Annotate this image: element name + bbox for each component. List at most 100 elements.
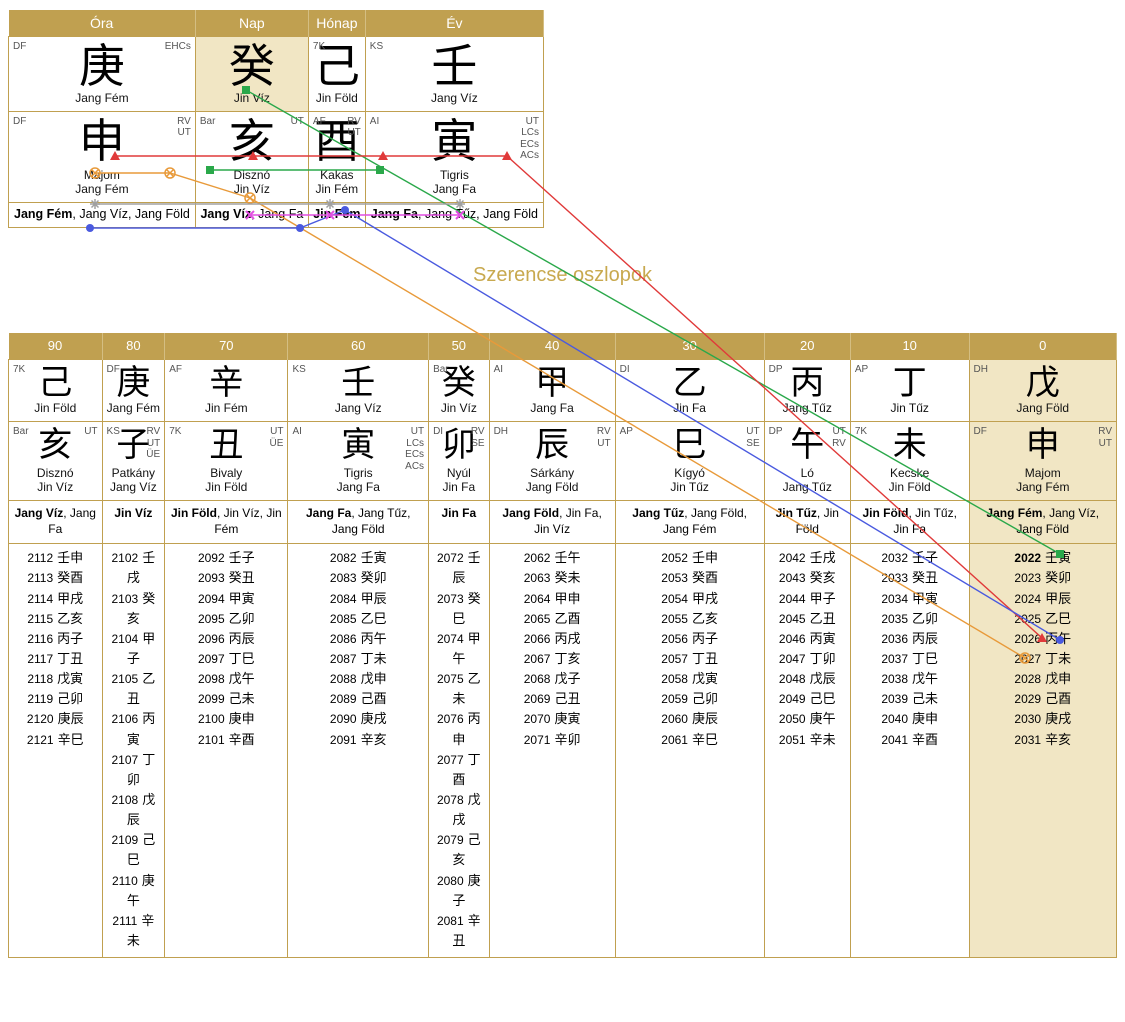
stem-tag-tl: KS [370, 41, 383, 53]
luck-branch-cell: DH RVUT 辰 Sárkány Jang Föld [489, 422, 615, 501]
luck-year-entry: 2107丁卯 [107, 750, 161, 790]
luck-branch-tag-tr: RVSE [471, 426, 485, 449]
luck-stem-name: Jin Tűz [855, 401, 965, 415]
luck-years-cell: 2042壬戌2043癸亥2044甲子2045乙丑2046丙寅2047丁卯2048… [764, 544, 850, 958]
luck-hidden-cell: Jin Fa [429, 500, 490, 543]
luck-year-entry: 2108戊辰 [107, 790, 161, 830]
luck-branch-element: Jin Föld [169, 480, 283, 494]
branch-character: 寅 [370, 118, 539, 166]
luck-stem-tag: DF [107, 364, 120, 376]
luck-year-entry: 2068戊子 [494, 669, 611, 689]
luck-year-entry: 2061辛巳 [620, 730, 760, 750]
luck-branch-character: 丑 [169, 428, 283, 464]
stem-name: Jin Föld [313, 91, 361, 105]
luck-year-entry: 2073癸巳 [433, 589, 485, 629]
pillar-stem-cell: KS 壬 Jang Víz [365, 36, 543, 111]
luck-years-cell: 2112壬申2113癸酉2114甲戌2115乙亥2116丙子2117丁丑2118… [9, 544, 103, 958]
luck-branch-animal: Sárkány [494, 466, 611, 480]
luck-stem-character: 乙 [620, 366, 760, 402]
luck-branch-cell: DI RVSE 卯 Nyúl Jin Fa [429, 422, 490, 501]
luck-year-entry: 2106丙寅 [107, 709, 161, 749]
luck-year-entry: 2050庚午 [769, 709, 846, 729]
pillar-header: Év [365, 10, 543, 36]
luck-year-entry: 2100庚申 [169, 709, 283, 729]
luck-year-entry: 2022壬寅 [974, 548, 1112, 568]
luck-year-entry: 2104甲子 [107, 629, 161, 669]
luck-year-entry: 2040庚申 [855, 709, 965, 729]
branch-element: Jang Fém [13, 182, 191, 196]
luck-stem-cell: DF 庚 Jang Fém [102, 359, 165, 422]
luck-branch-element: Jang Fa [292, 480, 424, 494]
pillar-branches-row: DF RVUT 申 Majom Jang Fém Bar UT 亥 Disznó… [9, 111, 544, 202]
luck-branch-cell: DP UTRV 午 Ló Jang Tűz [764, 422, 850, 501]
luck-year-entry: 2043癸亥 [769, 568, 846, 588]
luck-stem-tag: DH [974, 364, 988, 376]
luck-year-entry: 2084甲辰 [292, 589, 424, 609]
luck-year-entry: 2033癸丑 [855, 568, 965, 588]
luck-year-entry: 2069己丑 [494, 689, 611, 709]
luck-year-entry: 2070庚寅 [494, 709, 611, 729]
luck-branch-cell: DF RVUT 申 Majom Jang Fém [969, 422, 1116, 501]
stem-name: Jang Fém [13, 91, 191, 105]
luck-stem-cell: DI 乙 Jin Fa [615, 359, 764, 422]
luck-year-entry: 2118戊寅 [13, 669, 98, 689]
luck-age-header: 0 [969, 333, 1116, 359]
luck-year-entry: 2120庚辰 [13, 709, 98, 729]
stem-tag-tr: EHCs [165, 41, 191, 53]
luck-year-entry: 2029己酉 [974, 689, 1112, 709]
luck-year-entry: 2056丙子 [620, 629, 760, 649]
luck-year-entry: 2102壬戌 [107, 548, 161, 588]
luck-stem-character: 甲 [494, 366, 611, 402]
luck-hidden-cell: Jang Tűz, Jang Föld, Jang Fém [615, 500, 764, 543]
luck-year-entry: 2112壬申 [13, 548, 98, 568]
branch-tag-tr: RVUT [347, 116, 361, 139]
luck-stem-tag: DI [620, 364, 630, 376]
branch-tag-tl: AI [370, 116, 379, 128]
luck-stem-tag: AF [169, 364, 182, 376]
luck-year-entry: 2074甲午 [433, 629, 485, 669]
luck-branch-tag-tl: KS [107, 426, 120, 438]
branch-element: Jin Fém [313, 182, 361, 196]
pillar-branch-cell: AI UTLCsECsACs 寅 Tigris Jang Fa [365, 111, 543, 202]
luck-branch-tag-tl: DP [769, 426, 783, 438]
luck-branch-tag-tr: UTSE [746, 426, 759, 449]
luck-branch-animal: Patkány [107, 466, 161, 480]
pillar-branch-cell: AF RVUT 酉 Kakas Jin Fém [308, 111, 365, 202]
luck-stem-cell: Bar 癸 Jin Víz [429, 359, 490, 422]
luck-year-entry: 2063癸未 [494, 568, 611, 588]
luck-branch-tag-tl: AI [292, 426, 301, 438]
branch-tag-tr: UTLCsECsACs [520, 116, 539, 162]
luck-branch-tag-tr: RVUT [1098, 426, 1112, 449]
luck-year-entry: 2051辛未 [769, 730, 846, 750]
pillar-stem-cell: 7K 己 Jin Föld [308, 36, 365, 111]
luck-year-entry: 2047丁卯 [769, 649, 846, 669]
luck-stem-cell: AF 辛 Jin Fém [165, 359, 288, 422]
luck-year-entry: 2082壬寅 [292, 548, 424, 568]
pillar-header: Hónap [308, 10, 365, 36]
luck-year-entry: 2086丙午 [292, 629, 424, 649]
luck-year-entry: 2049己巳 [769, 689, 846, 709]
luck-year-entry: 2027丁未 [974, 649, 1112, 669]
branch-element: Jin Víz [200, 182, 304, 196]
luck-years-cell: 2092壬子2093癸丑2094甲寅2095乙卯2096丙辰2097丁巳2098… [165, 544, 288, 958]
luck-age-header: 30 [615, 333, 764, 359]
luck-stem-character: 丁 [855, 366, 965, 402]
luck-branch-element: Jin Fa [433, 480, 485, 494]
luck-year-entry: 2046丙寅 [769, 629, 846, 649]
luck-branch-tag-tl: DH [494, 426, 508, 438]
luck-branch-tag-tl: AP [620, 426, 633, 438]
luck-year-entry: 2098戊午 [169, 669, 283, 689]
luck-year-entry: 2057丁丑 [620, 649, 760, 669]
pillar-hidden-cell: Jang Fa, Jang Tűz, Jang Föld [365, 203, 543, 228]
luck-branch-animal: Ló [769, 466, 846, 480]
luck-year-entry: 2058戊寅 [620, 669, 760, 689]
luck-year-entry: 2071辛卯 [494, 730, 611, 750]
luck-branch-tag-tr: UTRV [832, 426, 846, 449]
luck-year-entry: 2092壬子 [169, 548, 283, 568]
luck-ages-row: 9080706050403020100 [9, 333, 1117, 359]
stem-tag-tl: 7K [313, 41, 325, 53]
luck-year-entry: 2109己巳 [107, 830, 161, 870]
luck-year-entry: 2065乙酉 [494, 609, 611, 629]
luck-year-entry: 2103癸亥 [107, 589, 161, 629]
luck-year-entry: 2042壬戌 [769, 548, 846, 568]
